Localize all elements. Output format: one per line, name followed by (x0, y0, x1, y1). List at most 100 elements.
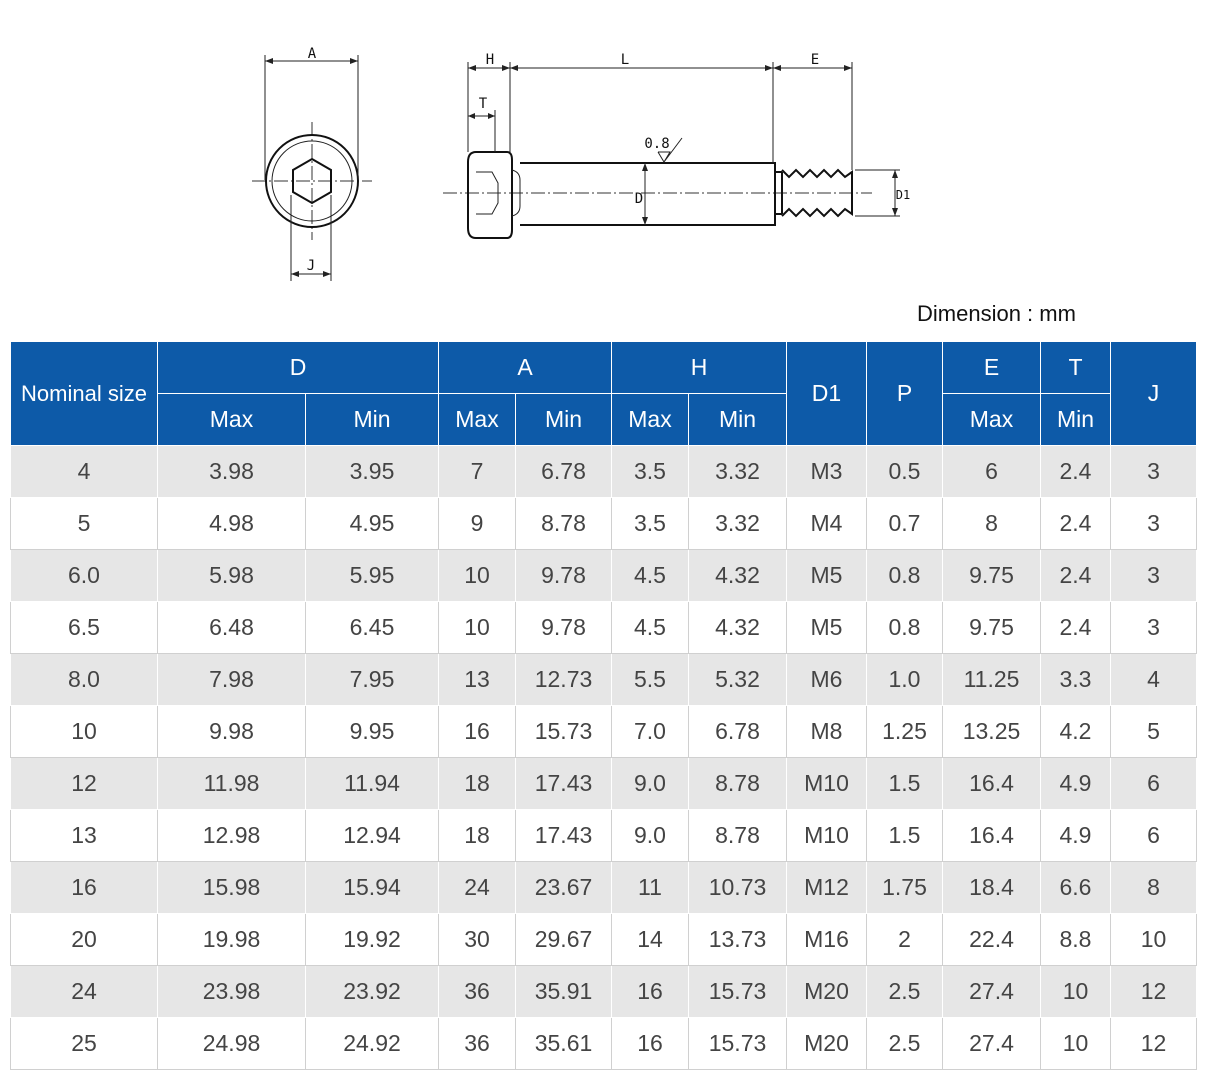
table-cell: 15.94 (305, 861, 439, 914)
table-cell: 10.73 (688, 861, 787, 914)
table-cell: 9.0 (611, 809, 689, 862)
table-cell: 24 (10, 965, 158, 1018)
table-row: 24 23.98 23.92 36 35.91 16 15.73 M20 2.5 27.4 10 12 (10, 965, 1197, 1018)
table-cell: M5 (786, 601, 867, 654)
header-cell: D1 (786, 341, 867, 446)
table-cell: 27.4 (942, 1017, 1041, 1070)
header-cell: J (1110, 341, 1197, 446)
table-cell: 35.61 (515, 1017, 612, 1070)
table-cell: 3.3 (1040, 653, 1111, 706)
table-cell: 12.98 (157, 809, 306, 862)
table-cell: 13.73 (688, 913, 787, 966)
table-cell: 16.4 (942, 757, 1041, 810)
table-row: 4 3.98 3.95 7 6.78 3.5 3.32 M3 0.5 6 2.4 3 (10, 445, 1197, 498)
table-cell: M10 (786, 757, 867, 810)
table-cell: 12 (10, 757, 158, 810)
table-cell: 10 (1040, 1017, 1111, 1070)
table-cell: M5 (786, 549, 867, 602)
table-cell: 9.75 (942, 601, 1041, 654)
table-cell: 16.4 (942, 809, 1041, 862)
table-cell: 9.75 (942, 549, 1041, 602)
table-cell: 18.4 (942, 861, 1041, 914)
table-cell: 24.98 (157, 1017, 306, 1070)
table-cell: 8.0 (10, 653, 158, 706)
subheader-cell: Max (942, 393, 1041, 446)
table-cell: 9.78 (515, 549, 612, 602)
subheader-cell: Min (1040, 393, 1111, 446)
table-cell: 5 (10, 497, 158, 550)
table-cell: 3 (1110, 445, 1197, 498)
header-cell: H (611, 341, 787, 394)
label-d1: D1 (896, 188, 910, 202)
table-cell: 4.95 (305, 497, 439, 550)
table-row: 10 9.98 9.95 16 15.73 7.0 6.78 M8 1.25 13.25 4.2 5 (10, 705, 1197, 758)
header-cell: Nominal size (10, 341, 158, 446)
unit-note: Dimension : mm (917, 301, 1076, 326)
table-cell: 6 (942, 445, 1041, 498)
table-cell: 9.0 (611, 757, 689, 810)
table-cell: 0.8 (866, 601, 943, 654)
table-cell: 17.43 (515, 809, 612, 862)
table-cell: 4.5 (611, 549, 689, 602)
side-view (443, 62, 900, 239)
table-cell: 4.32 (688, 549, 787, 602)
table-cell: 0.8 (866, 549, 943, 602)
table-cell: 3 (1110, 601, 1197, 654)
table-body: 4 3.98 3.95 7 6.78 3.5 3.32 M3 0.5 6 2.4 3 5 4.98 4.95… (10, 445, 1197, 1070)
dimension-table: Nominal size D A H D1 P E T J Max Min Max Min Max Min… (10, 341, 1197, 1070)
table-cell: 8.78 (515, 497, 612, 550)
table-cell: 1.5 (866, 757, 943, 810)
table-cell: 8.78 (688, 757, 787, 810)
table-cell: 19.98 (157, 913, 306, 966)
table-cell: 2.4 (1040, 497, 1111, 550)
subheader-cell: Min (688, 393, 787, 446)
table-cell: 12 (1110, 1017, 1197, 1070)
table-cell: 7.95 (305, 653, 439, 706)
table-cell: 2.5 (866, 1017, 943, 1070)
table-cell: 9 (438, 497, 516, 550)
table-cell: M16 (786, 913, 867, 966)
label-l: L (621, 52, 629, 68)
table-cell: 3 (1110, 497, 1197, 550)
table-cell: 6.48 (157, 601, 306, 654)
header-cell: T (1040, 341, 1111, 394)
end-view (252, 55, 372, 281)
table-cell: 3.32 (688, 445, 787, 498)
table-cell: 14 (611, 913, 689, 966)
table-cell: 17.43 (515, 757, 612, 810)
table-cell: 19.92 (305, 913, 439, 966)
table-cell: M3 (786, 445, 867, 498)
table-cell: 23.98 (157, 965, 306, 1018)
table-cell: 16 (438, 705, 516, 758)
table-cell: 3.98 (157, 445, 306, 498)
table-cell: 11 (611, 861, 689, 914)
table-cell: 4.5 (611, 601, 689, 654)
table-cell: 2.4 (1040, 601, 1111, 654)
table-cell: 6.5 (10, 601, 158, 654)
label-d: D (635, 191, 643, 207)
label-roughness: 0.8 (644, 136, 669, 152)
table-cell: M12 (786, 861, 867, 914)
table-cell: 35.91 (515, 965, 612, 1018)
table-cell: 29.67 (515, 913, 612, 966)
table-cell: 12.73 (515, 653, 612, 706)
table-cell: 0.5 (866, 445, 943, 498)
header-row: Max Min Max Min Max Min Max Min (11, 393, 1197, 446)
table-cell: 4.32 (688, 601, 787, 654)
table-cell: 36 (438, 1017, 516, 1070)
table-cell: 10 (438, 549, 516, 602)
table-row: 13 12.98 12.94 18 17.43 9.0 8.78 M10 1.5 16.4 4.9 6 (10, 809, 1197, 862)
table-cell: 24 (438, 861, 516, 914)
table-cell: 1.5 (866, 809, 943, 862)
table-cell: 13 (10, 809, 158, 862)
table-cell: 15.73 (688, 1017, 787, 1070)
table-cell: 36 (438, 965, 516, 1018)
table-cell: 16 (611, 1017, 689, 1070)
table-cell: 7 (438, 445, 516, 498)
table-cell: 15.73 (515, 705, 612, 758)
label-a: A (308, 46, 317, 62)
table-cell: M8 (786, 705, 867, 758)
table-header: Nominal size D A H D1 P E T J Max Min Max Min Max Min… (10, 341, 1197, 446)
table-cell: 4.9 (1040, 757, 1111, 810)
table-cell: 10 (10, 705, 158, 758)
